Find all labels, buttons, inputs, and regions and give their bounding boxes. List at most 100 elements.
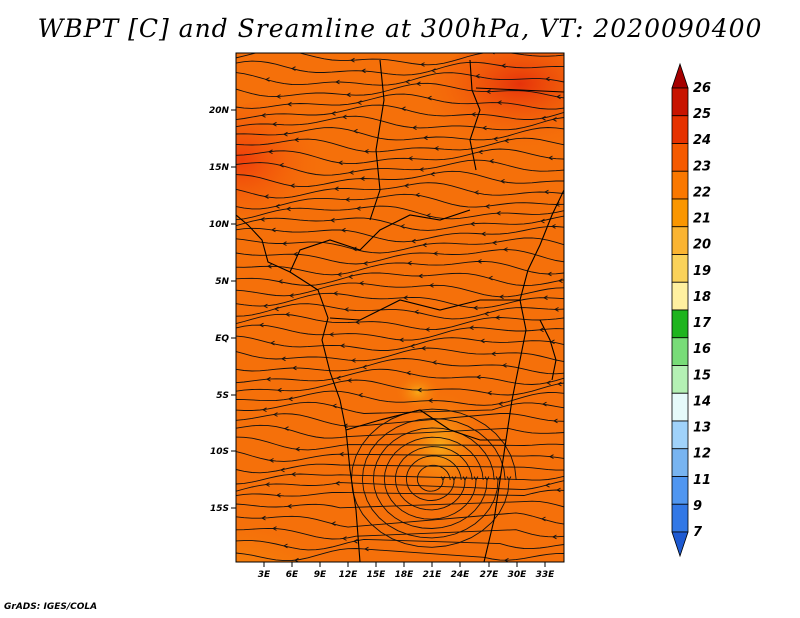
- streamline-arrow: [489, 158, 494, 164]
- streamline-arrow: [433, 251, 438, 256]
- streamline-arrow: [470, 221, 475, 227]
- streamline: [236, 538, 564, 551]
- streamline-arrow: [360, 176, 365, 181]
- streamline-arrow: [502, 363, 507, 368]
- border-central: [329, 299, 520, 321]
- lon-tick-label: 12E: [339, 570, 359, 580]
- map-frame: [235, 52, 565, 563]
- colorbar-label: 21: [693, 212, 711, 227]
- streamline-arrow: [283, 131, 288, 137]
- streamline-arrow: [337, 272, 342, 277]
- streamline-arrow: [474, 190, 479, 195]
- streamline-arrow: [291, 472, 296, 477]
- streamline-arrow: [282, 241, 287, 246]
- streamline-arrow: [353, 539, 358, 544]
- streamline-arrow: [485, 204, 490, 209]
- streamline-arrow: [353, 128, 358, 134]
- streamline: [236, 512, 564, 528]
- streamline-arrow: [487, 390, 492, 396]
- streamline-arrow: [492, 240, 497, 246]
- lat-tick-label: 20N: [209, 106, 230, 116]
- streamline-arrow: [462, 476, 468, 481]
- streamline: [236, 182, 564, 199]
- colorbar-label: 20: [693, 238, 711, 253]
- colorbar-swatch: [671, 503, 689, 533]
- streamline-arrow: [484, 311, 489, 316]
- streamline-arrow: [419, 167, 424, 172]
- streamline-arrow: [275, 204, 280, 209]
- streamline-arrow: [427, 95, 432, 101]
- lon-tick-label: 18E: [395, 570, 415, 580]
- streamline-arrow: [286, 206, 291, 212]
- streamline-arrow: [495, 315, 500, 320]
- streamline: [236, 358, 564, 375]
- streamline-arrow: [405, 79, 410, 84]
- streamline-arrow: [355, 319, 360, 325]
- streamline: [236, 249, 564, 265]
- colorbar-label: 26: [693, 81, 711, 96]
- streamlines: [236, 53, 564, 562]
- streamline-arrow: [407, 260, 412, 266]
- streamline-arrow: [279, 162, 284, 168]
- streamline-arrow: [276, 493, 281, 498]
- colorbar-swatch: [671, 309, 689, 339]
- streamline-arrow: [547, 271, 552, 277]
- streamline-arrow: [549, 454, 554, 459]
- lon-tick-label: 15E: [367, 570, 387, 580]
- colorbar: 26 25 24 23 22 21 20 19 18 17 16 15 14 13 12 11 9 7: [671, 62, 712, 558]
- streamline-arrow: [486, 89, 491, 94]
- longitude-axis: 3E 6E 9E 12E 15E 18E 21E 24E 27E 30E 33E: [258, 562, 555, 580]
- streamline-arrow: [335, 79, 340, 85]
- streamline-arrow: [552, 534, 557, 540]
- streamline-arrow: [268, 149, 273, 154]
- streamline-arrow: [331, 521, 336, 526]
- streamline-arrow: [295, 446, 300, 452]
- streamline: [236, 137, 564, 153]
- colorbar-swatch: [671, 420, 689, 450]
- streamline-arrow: [428, 398, 433, 403]
- streamline-arrow: [261, 515, 266, 521]
- streamline: [236, 82, 564, 99]
- streamline-arrow: [556, 487, 561, 493]
- border-north-central: [369, 59, 385, 221]
- streamline-arrow: [401, 106, 406, 111]
- streamline-arrow: [270, 340, 275, 346]
- warm-region-northeast: [430, 53, 564, 150]
- streamline-arrow: [429, 283, 434, 288]
- streamline-arrow: [281, 356, 286, 362]
- border-sahel: [289, 209, 471, 273]
- warm-region-northwest: [236, 100, 340, 220]
- streamline-arrow: [359, 281, 364, 286]
- streamline-arrow: [335, 481, 340, 486]
- streamline-arrow: [408, 156, 413, 161]
- streamline-arrow: [493, 136, 498, 142]
- streamline: [405, 455, 462, 501]
- streamline: [236, 272, 564, 286]
- streamline: [236, 413, 564, 427]
- streamline-arrow: [423, 135, 428, 141]
- streamline: [416, 464, 451, 492]
- streamline-arrow: [556, 94, 561, 100]
- streamline-arrow: [272, 121, 277, 127]
- lon-tick-label: 30E: [508, 570, 528, 580]
- streamline-arrow: [287, 504, 292, 509]
- colorbar-label: 13: [693, 421, 711, 436]
- streamline-arrow: [351, 358, 356, 363]
- streamline-arrow: [358, 392, 363, 398]
- streamline-arrow: [292, 365, 297, 371]
- border-north-east-horizontal: [475, 87, 564, 93]
- streamline-arrow: [544, 189, 549, 195]
- streamline-arrow: [262, 407, 267, 412]
- colorbar-swatch: [671, 365, 689, 394]
- streamline-arrow: [422, 242, 427, 248]
- streamline: [236, 335, 564, 351]
- streamline-arrow: [344, 307, 349, 312]
- streamline-arrow: [334, 186, 339, 191]
- streamline-arrow: [343, 423, 348, 429]
- streamline-arrow: [349, 170, 354, 175]
- lake-victoria-outline: [539, 319, 557, 381]
- colorbar-bottom-arrow: [671, 531, 689, 558]
- streamline-arrow: [506, 476, 512, 481]
- streamline-arrow: [265, 482, 270, 487]
- streamline: [236, 473, 564, 485]
